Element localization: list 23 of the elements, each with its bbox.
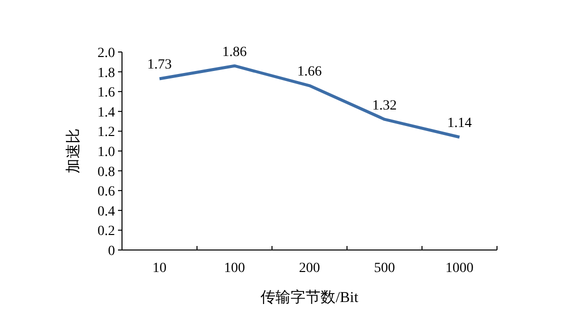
data-label: 1.32 (372, 98, 397, 114)
x-tick-label: 10 (152, 261, 166, 276)
data-label: 1.86 (222, 44, 247, 60)
y-tick-label: 1.8 (98, 66, 115, 81)
y-axis-title: 加速比 (65, 128, 82, 174)
x-tick-label: 100 (224, 261, 245, 276)
y-tick-label: 0.4 (98, 204, 115, 220)
x-tick-label: 200 (299, 261, 320, 276)
data-label: 1.14 (447, 116, 472, 132)
y-tick-label: 1.4 (98, 105, 115, 120)
y-tick-label: 1.0 (98, 145, 115, 160)
data-label: 1.66 (297, 64, 322, 80)
y-tick-label: 0 (108, 244, 115, 259)
x-tick-label: 500 (374, 261, 395, 276)
y-tick-label: 0.6 (98, 184, 115, 200)
x-tick-label: 1000 (446, 261, 474, 276)
y-tick-label: 0.8 (98, 164, 115, 180)
data-label: 1.73 (147, 58, 172, 73)
y-tick-label: 0.2 (98, 224, 115, 240)
y-tick-label: 2.0 (98, 46, 115, 61)
y-tick-label: 1.6 (98, 86, 115, 101)
y-tick-label: 1.2 (98, 125, 115, 140)
x-axis-title: 传输字节数/Bit (260, 289, 360, 306)
